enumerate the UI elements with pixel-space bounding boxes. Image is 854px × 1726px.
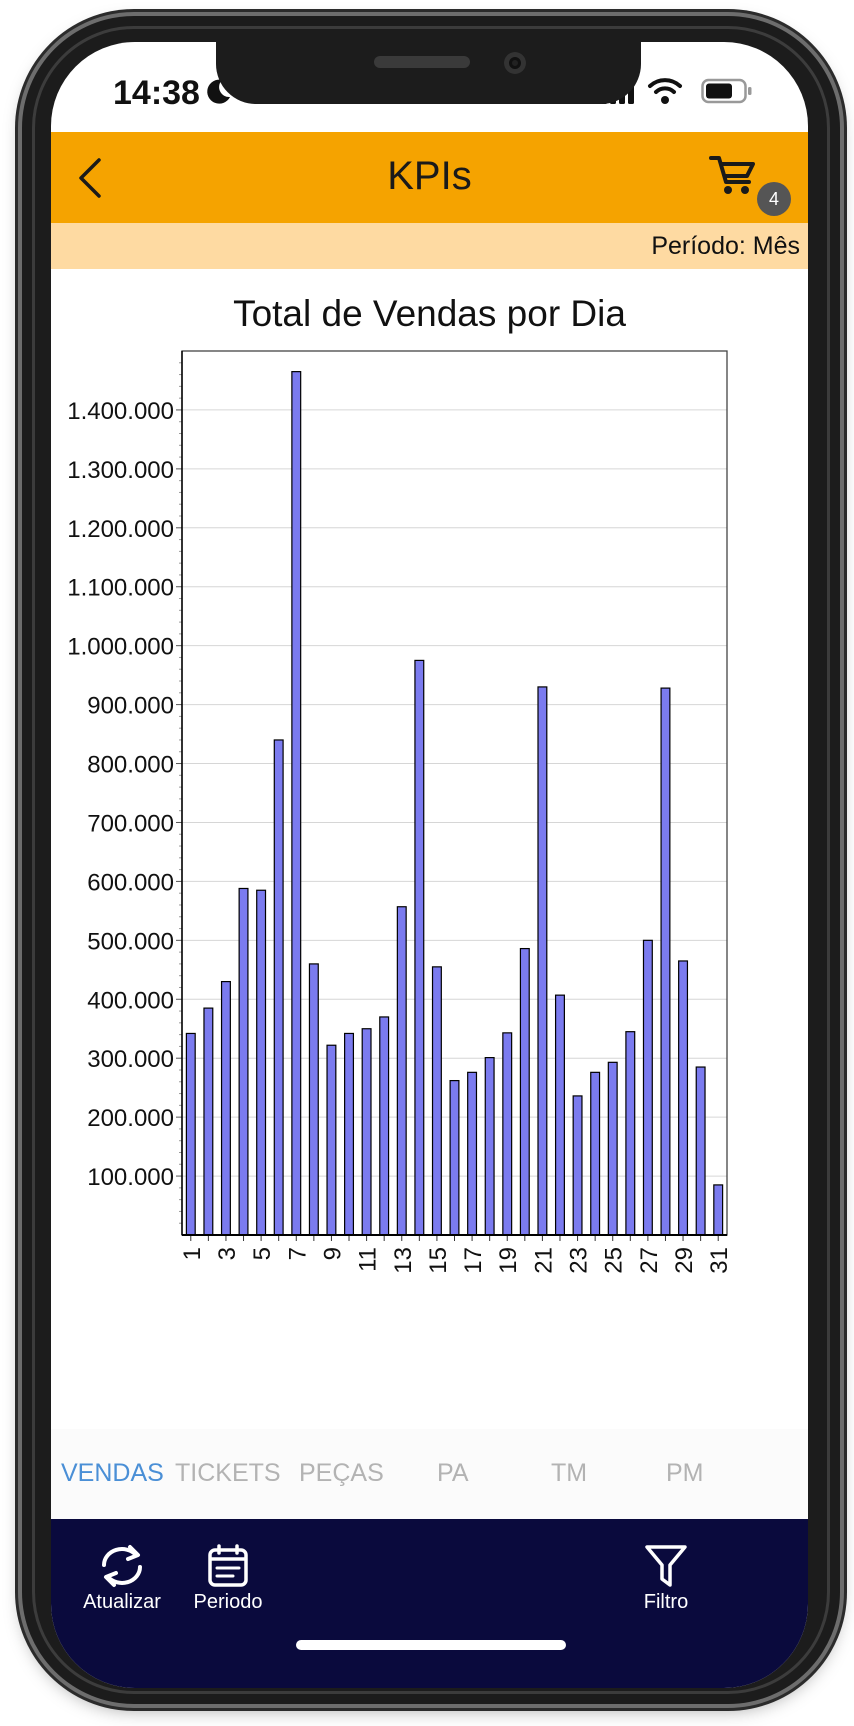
bar-day-12 [379, 1016, 390, 1236]
bar-day-19 [502, 1032, 513, 1236]
app-header: KPIs 4 [51, 132, 808, 223]
y-tick-label: 1.000.000 [67, 634, 174, 661]
bar-day-2 [203, 1007, 214, 1236]
bar-day-11 [361, 1028, 372, 1236]
battery-icon [701, 78, 752, 104]
moon-icon [207, 79, 230, 104]
bar-day-16 [449, 1079, 460, 1236]
tab-tm[interactable]: TM [551, 1459, 588, 1487]
y-tick-label: 1.100.000 [67, 575, 174, 602]
x-tick-label: 7 [284, 1247, 311, 1260]
y-tick-label: 1.300.000 [67, 457, 174, 484]
notch [216, 42, 641, 104]
bar-day-7 [291, 371, 302, 1236]
tab-tickets[interactable]: TICKETS [175, 1459, 281, 1487]
bar-day-13 [396, 906, 407, 1236]
y-tick-label: 1.400.000 [67, 398, 174, 425]
page-title: KPIs [387, 154, 472, 198]
speaker [374, 56, 470, 68]
period-bar: Período: Mês [51, 223, 808, 269]
cart-badge: 4 [757, 182, 791, 216]
sales-chart: 100.000 200.000 300.000 400.000 500.000 600.0… [51, 269, 808, 1429]
bar-day-30 [695, 1066, 706, 1236]
bar-day-21 [537, 686, 548, 1236]
x-tick-label: 31 [706, 1247, 733, 1274]
x-tick-label: 21 [530, 1247, 557, 1274]
filter-icon [645, 1545, 687, 1587]
cart-icon[interactable] [709, 152, 759, 198]
bar-day-5 [256, 889, 267, 1236]
x-tick-label: 19 [495, 1247, 522, 1274]
calendar-icon [208, 1544, 248, 1587]
y-tick-label: 1.200.000 [67, 516, 174, 543]
period-label: Período: Mês [651, 232, 800, 260]
bar-day-27 [642, 939, 653, 1236]
y-tick-label: 800.000 [87, 752, 174, 779]
kpi-tabs: VENDAS TICKETS PEÇAS PA TM PM [51, 1429, 808, 1519]
chart-svg: 100.000 200.000 300.000 400.000 500.000 600.0… [67, 350, 733, 1274]
refresh-button[interactable]: Atualizar [77, 1543, 167, 1614]
y-tick-label: 300.000 [87, 1046, 174, 1073]
tab-vendas[interactable]: VENDAS [61, 1459, 164, 1487]
back-icon[interactable] [69, 154, 113, 202]
bar-day-18 [484, 1057, 495, 1236]
bar-day-26 [625, 1031, 636, 1236]
x-tick-label: 27 [636, 1247, 663, 1274]
wifi-icon [648, 78, 682, 104]
bar-day-9 [326, 1044, 337, 1236]
x-tick-label: 3 [214, 1247, 241, 1260]
x-tick-label: 9 [319, 1247, 346, 1260]
x-tick-label: 13 [390, 1247, 417, 1274]
x-tick-label: 23 [566, 1247, 593, 1274]
x-tick-label: 29 [671, 1247, 698, 1274]
bar-day-24 [590, 1071, 601, 1236]
period-label-nav: Periodo [193, 1591, 263, 1613]
bar-day-3 [220, 980, 231, 1236]
tab-pm[interactable]: PM [666, 1459, 704, 1487]
bar-day-28 [660, 687, 671, 1236]
y-tick-label: 200.000 [87, 1105, 174, 1132]
bar-day-23 [572, 1095, 583, 1236]
bar-day-6 [273, 739, 284, 1236]
bar-day-25 [607, 1061, 618, 1236]
refresh-icon [102, 1545, 142, 1587]
x-tick-label: 17 [460, 1247, 487, 1274]
home-indicator [296, 1640, 566, 1650]
period-button[interactable]: Periodo [191, 1543, 265, 1614]
y-tick-label: 400.000 [87, 987, 174, 1014]
filter-button[interactable]: Filtro [635, 1543, 697, 1614]
y-tick-label: 900.000 [87, 693, 174, 720]
bar-day-22 [554, 994, 565, 1236]
x-tick-label: 25 [601, 1247, 628, 1274]
y-tick-label: 500.000 [87, 928, 174, 955]
x-tick-label: 15 [425, 1247, 452, 1274]
tab-pa[interactable]: PA [437, 1459, 469, 1487]
bar-day-1 [185, 1032, 196, 1236]
bar-day-4 [238, 887, 249, 1236]
y-tick-label: 100.000 [87, 1164, 174, 1191]
x-tick-label: 11 [355, 1247, 382, 1272]
bar-day-31 [713, 1184, 724, 1236]
screen: 14:38 KPIs [51, 42, 808, 1688]
bar-day-8 [308, 963, 319, 1236]
bar-day-14 [414, 659, 425, 1236]
x-tick-label: 5 [249, 1247, 276, 1260]
x-tick-label: 1 [179, 1247, 206, 1260]
bar-day-17 [467, 1071, 478, 1236]
y-tick-label: 600.000 [87, 869, 174, 896]
bar-day-29 [678, 960, 689, 1236]
filter-label: Filtro [643, 1591, 689, 1613]
bar-day-10 [344, 1032, 355, 1236]
chart-title: Total de Vendas por Dia [233, 293, 626, 334]
refresh-label: Atualizar [83, 1591, 161, 1613]
bar-day-20 [519, 947, 530, 1236]
front-camera [504, 52, 526, 74]
bottom-nav: Atualizar Periodo Filtro [51, 1519, 808, 1688]
status-time: 14:38 [113, 74, 200, 112]
tab-pecas[interactable]: PEÇAS [299, 1459, 384, 1487]
bar-day-15 [431, 966, 442, 1236]
y-tick-label: 700.000 [87, 810, 174, 837]
